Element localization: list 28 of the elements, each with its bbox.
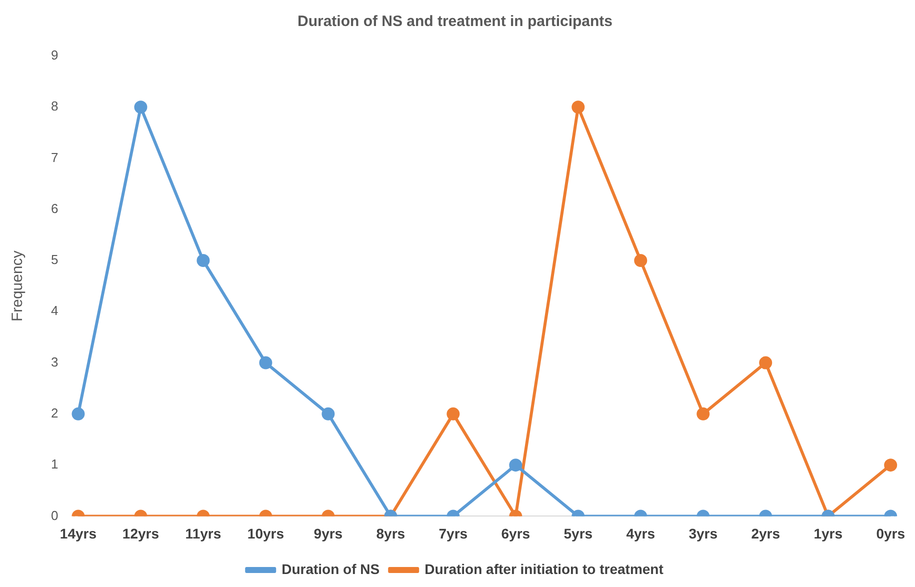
x-tick-label: 5yrs (564, 525, 593, 542)
y-tick-label: 7 (50, 150, 58, 165)
y-tick-label: 6 (50, 200, 58, 216)
x-tick-label: 14yrs (60, 525, 97, 542)
y-tick-label: 9 (50, 48, 58, 63)
y-tick-label: 5 (50, 252, 58, 268)
y-tick-label: 3 (50, 354, 58, 370)
x-tick-label: 2yrs (751, 525, 780, 542)
x-tick-label: 9yrs (314, 525, 343, 542)
x-tick-label: 12yrs (122, 525, 160, 542)
x-tick-label: 8yrs (376, 525, 406, 542)
x-tick-label: 4yrs (626, 525, 656, 542)
x-tick-label: 3yrs (688, 525, 718, 542)
x-tick-label: 1yrs (814, 525, 843, 542)
y-tick-label: 8 (50, 98, 58, 114)
y-tick-label: 4 (50, 303, 58, 318)
x-tick-label: 11yrs (185, 525, 222, 542)
x-tick-label: 7yrs (438, 525, 468, 542)
x-tick-label: 6yrs (501, 525, 530, 542)
y-tick-label: 2 (50, 406, 58, 421)
x-tick-label: 0yrs (876, 525, 906, 542)
chart-title: Duration of NS and treatment in participants (297, 13, 613, 30)
x-tick-label: 10yrs (247, 525, 284, 542)
y-tick-label: 1 (50, 456, 58, 472)
legend-label: Duration of NS (282, 560, 380, 577)
y-axis-title: Frequency (9, 250, 26, 322)
legend-label: Duration after initiation to treatment (424, 560, 664, 577)
y-tick-label: 0 (50, 508, 58, 523)
